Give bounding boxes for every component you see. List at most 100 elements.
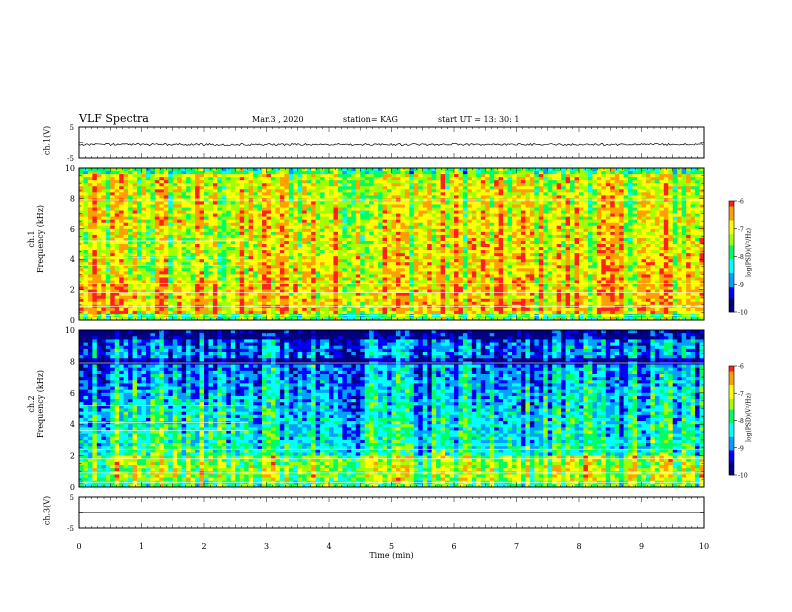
spectrogram-cell (520, 240, 526, 245)
spectrogram-cell (382, 189, 388, 193)
spectrogram-cell (458, 225, 464, 230)
spectrogram-cell (512, 250, 517, 254)
spectrogram-cell (137, 286, 142, 290)
spectrogram-cell (494, 204, 500, 208)
spectrogram-cell (494, 256, 500, 260)
spectrogram-cell (226, 250, 232, 254)
spectrogram-cell (369, 222, 375, 227)
spectrogram-cell (284, 240, 290, 245)
spectrogram-cell (507, 247, 513, 251)
spectrogram-cell (79, 277, 84, 281)
spectrogram-cell (244, 180, 250, 184)
spectrogram-cell (137, 177, 142, 181)
spectrogram-cell (110, 298, 116, 303)
spectrogram-cell (186, 247, 191, 251)
spectrogram-cell (145, 247, 151, 251)
spectrogram-cell (266, 292, 272, 297)
spectrogram-cell (507, 192, 513, 196)
spectrogram-cell (83, 207, 89, 211)
spectrogram-cell (355, 171, 361, 175)
spectrogram-cell (440, 292, 446, 297)
spectrogram-cell (302, 168, 308, 172)
spectrogram-cell (454, 204, 459, 208)
spectrogram-cell (172, 207, 178, 211)
spectrogram-cell (101, 171, 107, 175)
spectrogram-cell (458, 192, 464, 196)
spectrogram-cell (315, 228, 321, 233)
spectrogram-cell (212, 286, 218, 290)
spectrogram-cell (279, 280, 285, 284)
spectrogram-cell (311, 228, 316, 233)
spectrogram-cell (445, 225, 450, 230)
spectrogram-cell (172, 204, 178, 208)
spectrogram-cell (364, 298, 370, 303)
spectrogram-cell (391, 307, 397, 312)
spectrogram-cell (369, 250, 375, 254)
spectrogram-cell (279, 180, 285, 184)
spectrogram-cell (360, 277, 366, 281)
spectrogram-cell (204, 271, 209, 275)
spectrogram-cell (320, 292, 325, 297)
spectrogram-cell (204, 222, 209, 227)
spectrogram-cell (329, 247, 334, 251)
spectrogram-cell (360, 268, 366, 272)
spectrogram-cell (110, 204, 116, 208)
spectrogram-cell (253, 189, 258, 193)
spectrogram-cell (458, 265, 464, 269)
spectrogram-cell (190, 222, 196, 227)
spectrogram-cell (168, 168, 174, 172)
spectrogram-cell (485, 210, 491, 214)
spectrogram-cell (105, 219, 111, 224)
spectrogram-cell (92, 219, 98, 224)
spectrogram-cell (87, 286, 93, 290)
spectrogram-cell (137, 237, 142, 242)
spectrogram-cell (168, 180, 174, 184)
spectrogram-cell (404, 253, 410, 257)
spectrogram-cell (248, 234, 254, 239)
spectrogram-cell (427, 201, 433, 205)
spectrogram-cell (311, 247, 316, 251)
spectrogram-cell (516, 192, 522, 196)
spectrogram-cell (87, 301, 93, 306)
spectrogram-cell (395, 253, 401, 257)
spectrogram-cell (221, 171, 227, 175)
spectrogram-cell (395, 283, 401, 287)
spectrogram-cell (279, 213, 285, 218)
spectrogram-cell (226, 213, 232, 218)
spectrogram-cell (83, 195, 89, 199)
spectrogram-cell (163, 265, 169, 269)
spectrogram-cell (199, 219, 205, 224)
spectrogram-cell (462, 295, 468, 300)
spectrogram-cell (351, 244, 357, 248)
spectrogram-cell (480, 207, 486, 211)
spectrogram-cell (351, 207, 357, 211)
spectrogram-cell (150, 247, 156, 251)
spectrogram-cell (351, 295, 357, 300)
spectrogram-cell (507, 250, 513, 254)
spectrogram-cell (257, 262, 263, 266)
spectrogram-cell (462, 283, 468, 287)
spectrogram-cell (400, 256, 406, 260)
spectrogram-cell (181, 283, 187, 287)
spectrogram-cell (467, 289, 473, 294)
spectrogram-cell (221, 216, 227, 221)
spectrogram-cell (369, 271, 375, 275)
spectrogram-cell (498, 301, 504, 306)
spectrogram-cell (494, 195, 500, 199)
spectrogram-cell (503, 280, 508, 284)
spectrogram-cell (391, 186, 397, 190)
spectrogram-cell (337, 171, 343, 175)
spectrogram-cell (195, 292, 200, 297)
spectrogram-cell (293, 183, 299, 187)
spectrogram-cell (199, 250, 205, 254)
spectrogram-cell (512, 256, 517, 260)
spectrogram-cell (83, 222, 89, 227)
spectrogram-cell (512, 307, 517, 312)
spectrogram-cell (337, 289, 343, 294)
spectrogram-cell (306, 216, 312, 221)
spectrogram-cell (476, 262, 482, 266)
spectrogram-cell (293, 244, 299, 248)
spectrogram-cell (270, 201, 276, 205)
spectrogram-cell (137, 262, 142, 266)
spectrogram-cell (190, 295, 196, 300)
